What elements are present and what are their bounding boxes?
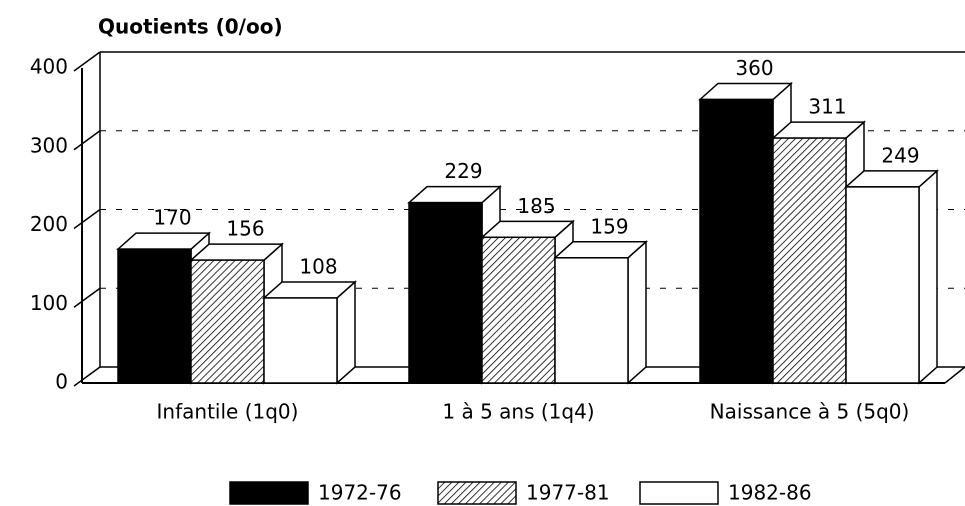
tick-mark	[73, 208, 101, 230]
data-label: 311	[808, 95, 846, 119]
legend-swatch	[229, 481, 309, 505]
bar-side	[627, 240, 647, 385]
data-label: 156	[226, 217, 264, 241]
y-tick-label: 100	[30, 291, 68, 315]
bar	[554, 257, 629, 384]
tick-mark	[73, 366, 101, 387]
bar-side	[918, 169, 938, 385]
floor-right	[944, 366, 965, 384]
y-axis-label: Quotients (0/oo)	[98, 15, 283, 39]
legend-swatch	[639, 481, 719, 505]
data-label: 185	[517, 194, 555, 218]
legend-label: 1972-76	[318, 481, 402, 505]
x-tick-label: Naissance à 5 (5q0)	[710, 400, 910, 424]
x-tick-label: Infantile (1q0)	[157, 400, 299, 424]
data-label: 108	[299, 254, 337, 278]
y-tick-label: 200	[30, 212, 68, 236]
legend-label: 1982-86	[728, 481, 812, 505]
x-tick-label: 1 à 5 ans (1q4)	[442, 400, 594, 424]
legend-label: 1977-81	[526, 481, 610, 505]
bar	[190, 259, 265, 384]
tick-mark	[73, 51, 101, 72]
y-tick-label: 400	[30, 55, 68, 79]
bar	[699, 98, 774, 384]
bar	[117, 248, 192, 384]
tick-mark	[73, 130, 101, 151]
bar	[481, 236, 556, 384]
tick-mark	[73, 287, 101, 308]
data-label: 159	[590, 214, 628, 238]
y-tick-label: 300	[30, 133, 68, 157]
data-label: 249	[881, 143, 919, 167]
bar	[408, 201, 483, 384]
data-label: 360	[735, 56, 773, 80]
bar	[772, 137, 847, 384]
data-label: 170	[153, 206, 191, 230]
legend-swatch	[437, 481, 517, 505]
data-label: 229	[444, 159, 482, 183]
y-tick-label: 0	[55, 370, 68, 394]
bar	[845, 186, 920, 384]
bar	[263, 297, 338, 384]
bar-side	[336, 280, 356, 385]
